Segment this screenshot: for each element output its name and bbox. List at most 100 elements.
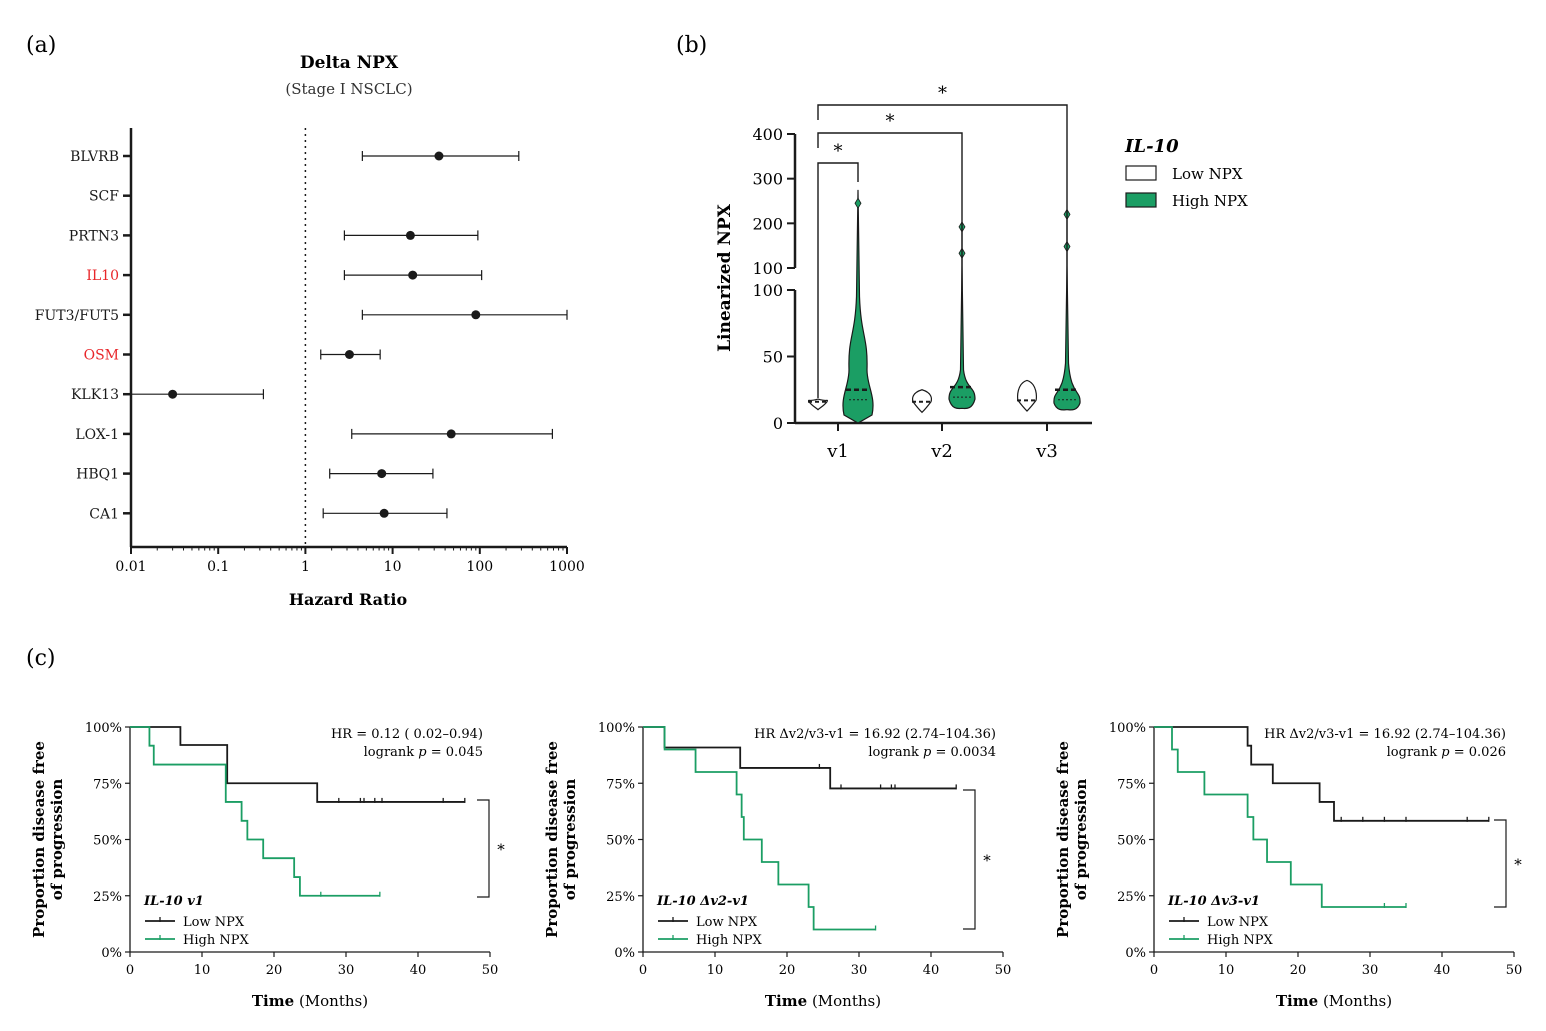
forest-point <box>344 350 354 359</box>
forest-row-label: CA1 <box>89 506 119 522</box>
forest-row-label: BLVRB <box>70 149 119 165</box>
km-legend-title: IL-10 Δv2-v1 <box>656 894 749 909</box>
forest-row-label: KLK13 <box>71 387 119 403</box>
km-x-tick-label: 0 <box>1150 963 1158 978</box>
forest-subtitle: (Stage I NSCLC) <box>285 80 412 98</box>
km-curve-high <box>1154 726 1406 908</box>
km-y-label: Proportion disease freeof progression <box>1054 741 1090 938</box>
forest-x-label: Hazard Ratio <box>289 590 408 609</box>
km-x-tick-label: 10 <box>194 963 211 978</box>
km-hr-annotation: HR = 0.12 ( 0.02–0.94) <box>331 727 483 742</box>
violin-x-tick-label: v3 <box>1035 441 1058 462</box>
km-logrank-prefix: logrank <box>1387 745 1442 760</box>
violin-sig-bracket <box>817 162 859 398</box>
forest-row-label: IL10 <box>86 268 119 284</box>
violin-y-tick-label: 400 <box>752 125 783 144</box>
panel-c: (c) 0% 25% 50% 75% 100% 0 10 20 30 40 50 Time (Mont… <box>26 646 1522 1010</box>
km-x-tick-label: 20 <box>266 963 283 978</box>
legend-low-swatch <box>1125 165 1157 181</box>
km-legend-title: IL-10 v1 <box>143 894 204 909</box>
km-logrank-p: p <box>1441 745 1450 760</box>
km-legend-high-label: High NPX <box>696 933 762 948</box>
km-y-tick-label: 100% <box>1109 721 1146 736</box>
panel-a-label: (a) <box>26 33 56 58</box>
km-sig-bracket <box>963 789 976 930</box>
violin-y-tick-label: 100 <box>752 259 783 278</box>
forest-point <box>408 270 418 280</box>
forest-x-axis: 0.01 0.1 1 10 100 1000 <box>115 128 585 575</box>
km-x-tick-label: 30 <box>1362 963 1379 978</box>
forest-row-label: PRTN3 <box>69 228 119 244</box>
forest-point <box>379 508 389 518</box>
violin-x-tick-label: v1 <box>826 441 849 462</box>
forest-point <box>434 151 444 161</box>
km-y-label-line2: of progression <box>48 779 66 901</box>
km-y-label-line1: Proportion disease free <box>30 741 48 938</box>
violin-sig-star: * <box>834 141 843 162</box>
forest-x-tick-label: 1000 <box>549 559 585 575</box>
km-logrank-prefix: logrank <box>364 745 419 760</box>
km-curve-low <box>1154 726 1489 822</box>
km-legend-low-label: Low NPX <box>696 915 758 930</box>
km-curve-high <box>130 726 380 897</box>
km-curve-low <box>130 726 465 803</box>
km-y-tick-label: 50% <box>606 834 635 849</box>
violin-shapes <box>807 189 1081 424</box>
km-x-tick-label: 30 <box>851 963 868 978</box>
km-y-label-line1: Proportion disease free <box>543 741 561 938</box>
forest-row-label: LOX-1 <box>75 427 119 443</box>
km-logrank-annotation: logrank p = 0.0034 <box>868 745 996 760</box>
km-logrank-annotation: logrank p = 0.045 <box>364 745 483 760</box>
km-x-label-bold: Time <box>765 992 807 1010</box>
km-x-label: Time (Months) <box>765 992 881 1010</box>
km-logrank-value: = 0.026 <box>1450 745 1506 760</box>
km-y-tick-label: 50% <box>93 834 122 849</box>
km-logrank-value: = 0.0034 <box>931 745 996 760</box>
km-x-tick-label: 10 <box>1218 963 1235 978</box>
forest-x-tick-label: 100 <box>466 559 493 575</box>
km-x-label-rest: (Months) <box>807 992 881 1010</box>
km-x-tick-label: 30 <box>338 963 355 978</box>
violin-axes: 100 200 300 400 0 50 100 v1 v2 v3 <box>752 125 1092 462</box>
km-y-tick-label: 75% <box>93 777 122 792</box>
km-x-label: Time (Months) <box>1276 992 1392 1010</box>
km-y-tick-label: 0% <box>1125 946 1146 961</box>
km-x-tick-label: 0 <box>639 963 647 978</box>
km-y-tick-label: 25% <box>1117 890 1146 905</box>
violin-low <box>1016 379 1038 412</box>
km-y-label: Proportion disease freeof progression <box>30 741 66 938</box>
violin-y-tick-label: 300 <box>752 170 783 189</box>
km-y-label-line2: of progression <box>1072 779 1090 901</box>
forest-x-tick-label: 1 <box>301 559 310 575</box>
forest-x-tick-label: 0.01 <box>115 559 146 575</box>
km-legend-low-label: Low NPX <box>183 915 245 930</box>
violin-sig-bracket <box>817 132 963 290</box>
violin-x-tick-label: v2 <box>930 441 953 462</box>
km-logrank-value: = 0.045 <box>427 745 483 760</box>
forest-point <box>446 429 456 439</box>
km-x-tick-label: 0 <box>126 963 134 978</box>
violin-y-tick-label: 200 <box>752 214 783 233</box>
km-y-tick-label: 25% <box>93 890 122 905</box>
km-x-label-rest: (Months) <box>1318 992 1392 1010</box>
km-logrank-annotation: logrank p = 0.026 <box>1387 745 1506 760</box>
km-y-label: Proportion disease freeof progression <box>543 741 579 938</box>
km-hr-annotation: HR Δv2/v3-v1 = 16.92 (2.74–104.36) <box>1264 727 1506 742</box>
violin-low <box>807 398 829 411</box>
panel-b-label: (b) <box>676 33 707 58</box>
forest-row-label: OSM <box>84 348 119 364</box>
km-legend-high-label: High NPX <box>1207 933 1273 948</box>
km-x-label: Time (Months) <box>252 992 368 1010</box>
km-x-tick-label: 40 <box>1434 963 1451 978</box>
forest-row-label: SCF <box>89 189 119 205</box>
panel-b: (b) Linearized NPX 100 200 300 400 0 50 100 v1 v… <box>676 33 1248 462</box>
km-legend-low-label: Low NPX <box>1207 915 1269 930</box>
forest-point <box>471 310 481 320</box>
km-x-tick-label: 20 <box>779 963 796 978</box>
forest-row-label: FUT3/FUT5 <box>35 308 119 324</box>
km-y-tick-label: 75% <box>1117 777 1146 792</box>
panel-c-label: (c) <box>26 646 56 671</box>
km-x-tick-label: 50 <box>1506 963 1523 978</box>
km-x-label-bold: Time <box>252 992 294 1010</box>
km-x-tick-label: 40 <box>410 963 427 978</box>
